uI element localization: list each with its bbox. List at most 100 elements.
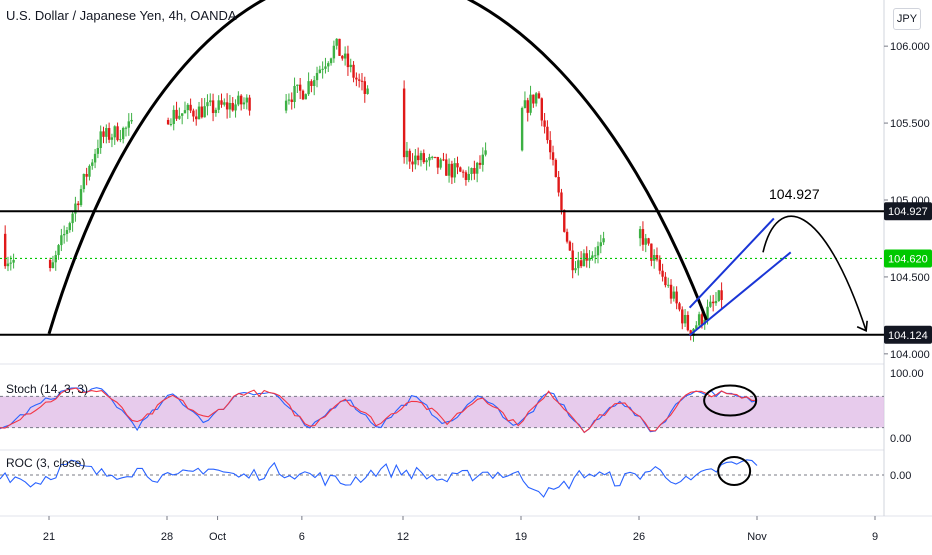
candle-body [681,309,684,324]
candle-body [315,72,319,81]
candle-body [180,113,184,116]
candle-body [450,163,454,178]
candle-body [363,81,366,94]
price-label: 104.620 [888,253,928,265]
candle-body [543,120,546,127]
candle-body [248,97,251,111]
chart-title: U.S. Dollar / Japanese Yen, 4h, OANDA [6,8,237,23]
candle-body [436,157,440,168]
candle-body [644,238,647,245]
candle-body [60,235,63,246]
candle-body [231,102,234,111]
candle-body [484,150,487,155]
y-tick-label: 105.500 [890,118,930,130]
candle-body [48,259,52,268]
candle-body [242,102,246,105]
candle-body [591,255,594,258]
candle-body [172,109,175,124]
candle-body [239,95,243,105]
candle-body [571,250,574,271]
candle-body [588,257,591,261]
roc-axis-label: 0.00 [890,470,911,482]
candle-body [529,94,532,113]
candle-body [461,171,465,173]
candle-body [327,63,330,67]
candle-body [313,80,316,86]
candle-body [667,284,670,286]
candle-body [554,159,558,177]
candle-body [91,162,94,166]
candle-body [447,163,451,176]
candle-body [532,94,535,104]
candle-body [338,38,341,56]
candle-body [197,106,201,120]
candle-body [12,259,15,263]
roc-highlight-ellipse [717,456,752,486]
candle-body [211,100,215,114]
candle-body [245,97,248,103]
candle-body [65,230,69,234]
candle-body [93,153,97,163]
candle-body [228,102,232,110]
candle-body [478,162,482,165]
candle-body [433,156,437,158]
candle-body [307,81,310,95]
candle-body [192,110,195,117]
candle-body [116,126,119,141]
stoch-k-line [0,387,758,434]
candle-body [74,203,77,214]
candle-body [110,137,114,140]
candle-body [565,231,569,242]
candle-body [220,100,223,105]
candle-body [290,99,293,102]
x-tick-label: 26 [633,531,645,543]
candle-body [332,45,336,59]
candle-body [551,152,555,160]
candle-body [57,245,60,256]
candle-body [411,161,414,165]
candle-body [329,58,333,64]
candle-body [6,263,10,267]
x-tick-label: Oct [209,531,226,543]
candle-body [456,163,459,168]
candle-body [717,290,720,301]
candle-body [453,163,456,178]
candle-body [186,104,189,111]
candle-body [602,238,605,243]
candle-body [523,100,527,108]
candle-body [127,121,130,128]
candle-body [560,192,563,210]
candle-body [675,291,678,304]
candle-body [195,116,198,120]
candle-body [183,110,187,114]
candle-body [683,314,687,324]
stoch-label[interactable]: Stoch (14, 3, 3) [6,382,89,396]
candle-body [355,77,358,80]
stoch-axis-label: 0.00 [890,433,911,445]
y-tick-label: 104.000 [890,349,930,361]
candle-body [298,84,302,91]
candle-body [672,291,676,299]
candle-body [3,233,7,267]
candle-body [582,253,586,267]
candle-body [214,109,218,114]
x-tick-label: 12 [397,531,409,543]
candle-body [82,173,86,190]
projection-arrowhead [856,320,868,332]
candle-body [428,156,431,161]
currency-button[interactable]: JPY [893,8,921,30]
candle-body [641,229,645,245]
candle-body [442,159,445,161]
candle-body [709,301,712,307]
candle-body [526,100,529,113]
x-tick-label: 21 [43,531,55,543]
candle-body [568,241,572,251]
candle-body [638,229,642,239]
candle-body [85,173,88,177]
candle-body [711,301,715,304]
roc-label[interactable]: ROC (3, close) [6,456,86,470]
candle-body [343,53,347,59]
candle-body [473,168,476,174]
candle-body [124,127,128,129]
